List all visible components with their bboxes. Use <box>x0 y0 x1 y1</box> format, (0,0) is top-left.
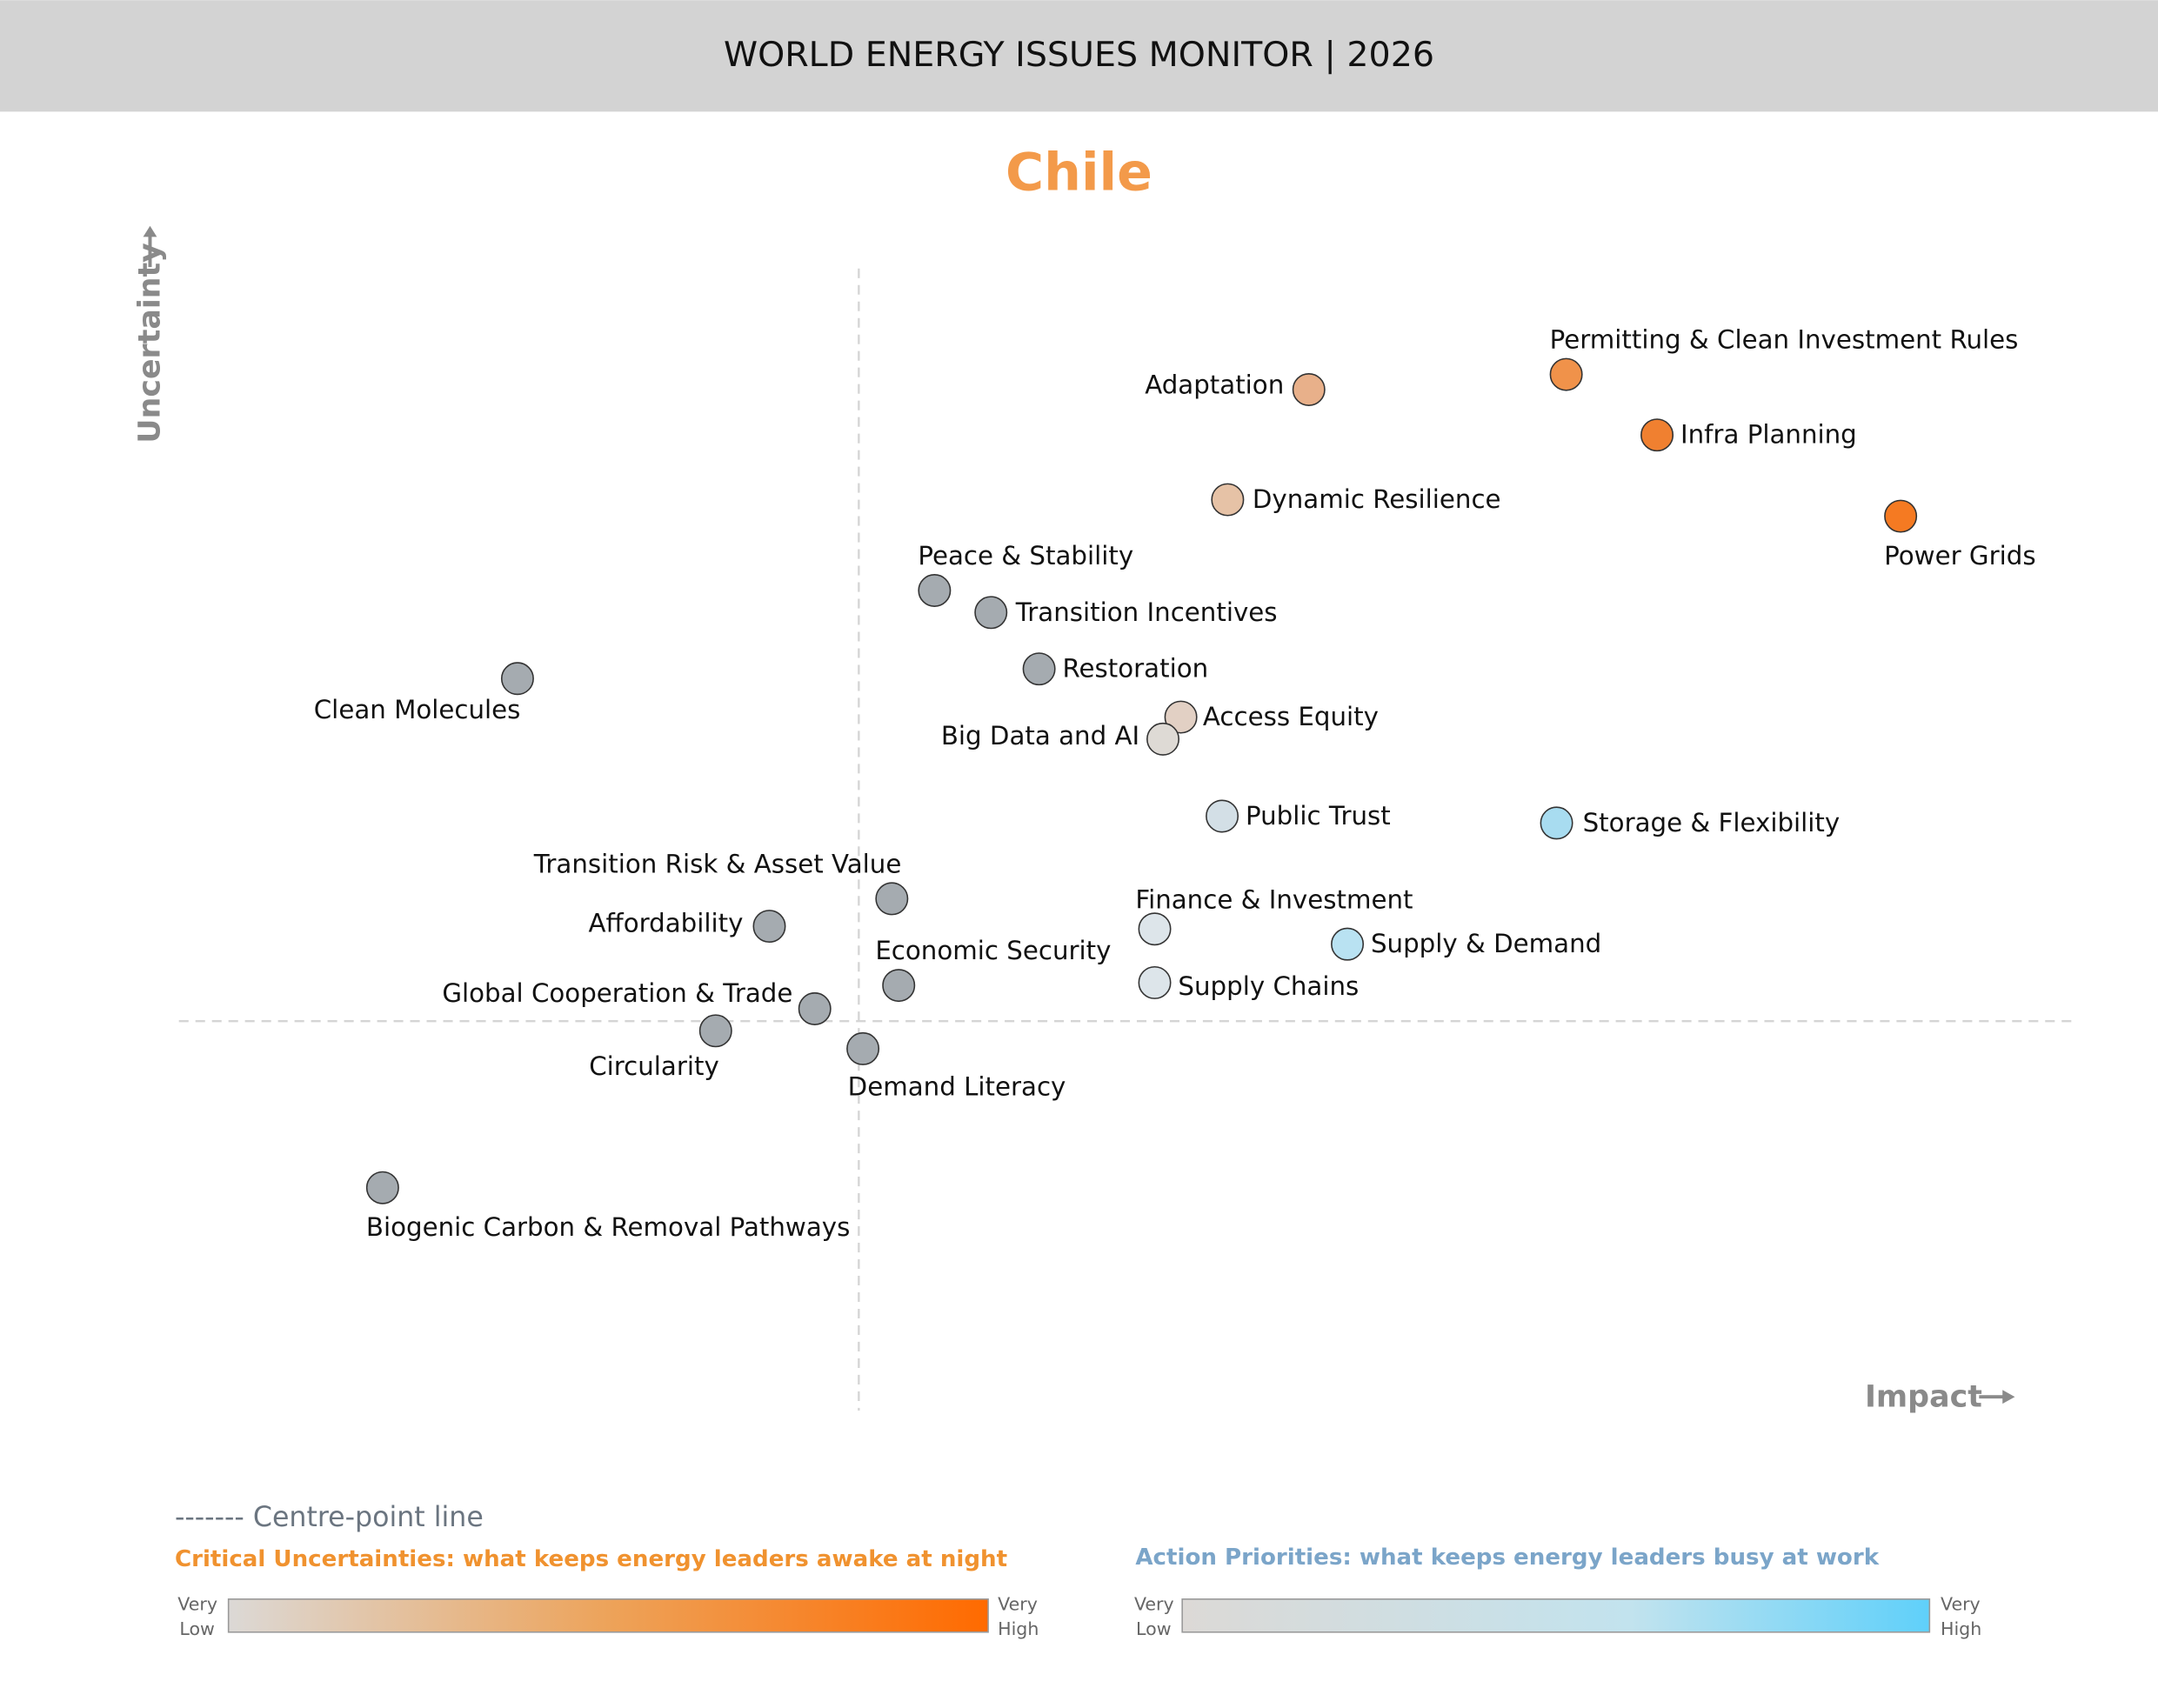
data-point <box>1164 700 1198 734</box>
data-point <box>1549 357 1583 391</box>
data-point-label: Restoration <box>1063 654 1209 684</box>
header-bar <box>0 0 2158 112</box>
data-point-label: Finance & Investment <box>1135 884 1413 914</box>
y-axis-label: Uncertainty <box>133 225 168 444</box>
centre-line-legend: ------- Centre-point line <box>175 1502 484 1533</box>
critical-scale-bar <box>227 1598 989 1633</box>
chart-title: Chile <box>1006 143 1152 203</box>
data-point-label: Biogenic Carbon & Removal Pathways <box>366 1212 850 1242</box>
data-point-label: Adaptation <box>1145 370 1284 400</box>
action-low-label: Very Low <box>1134 1593 1174 1638</box>
data-point <box>365 1171 399 1204</box>
x-axis-title: Impact <box>1865 1379 1982 1414</box>
data-point <box>1331 927 1365 961</box>
data-points: Permitting & Clean Investment Rules Adapt… <box>314 325 2036 1243</box>
data-point-label: Global Cooperation & Trade <box>442 978 792 1008</box>
data-point <box>1292 372 1326 406</box>
data-point <box>1138 965 1172 999</box>
data-point <box>875 882 909 916</box>
data-point <box>1640 418 1674 452</box>
data-point <box>1146 722 1180 756</box>
action-legend-title: Action Priorities: what keeps energy lea… <box>1135 1545 1879 1571</box>
data-point <box>1540 806 1573 840</box>
data-point <box>1206 799 1239 833</box>
data-point-label: Transition Risk & Asset Value <box>533 849 902 878</box>
action-high-label: Very High <box>1941 1593 1981 1638</box>
data-point-label: Permitting & Clean Investment Rules <box>1550 325 2019 355</box>
data-point-label: Transition Incentives <box>1015 597 1278 627</box>
data-point-label: Supply & Demand <box>1371 929 1601 958</box>
data-point <box>1022 652 1056 686</box>
data-point-label: Storage & Flexibility <box>1583 808 1841 837</box>
data-point-label: Economic Security <box>875 936 1111 965</box>
x-axis-arrow-icon <box>1979 1390 2015 1404</box>
data-point-label: Dynamic Resilience <box>1253 484 1501 514</box>
data-point-label: Power Grids <box>1884 541 2035 570</box>
data-point <box>1138 912 1172 946</box>
data-point-label: Circularity <box>589 1051 719 1081</box>
critical-high-label: Very High <box>998 1593 1039 1638</box>
data-point <box>752 910 786 944</box>
data-point <box>698 1014 732 1048</box>
data-point <box>846 1031 880 1065</box>
data-point-label: Demand Literacy <box>848 1072 1066 1102</box>
data-point <box>1884 499 1918 533</box>
data-point <box>918 574 952 607</box>
critical-legend-title: Critical Uncertainties: what keeps energ… <box>175 1546 1007 1572</box>
data-point <box>798 992 832 1025</box>
data-point-label: Supply Chains <box>1178 971 1359 1001</box>
data-point <box>882 969 916 1003</box>
action-scale-bar <box>1181 1598 1931 1633</box>
data-point <box>500 662 534 696</box>
data-point-label: Peace & Stability <box>918 541 1133 570</box>
data-point-label: Access Equity <box>1203 702 1379 731</box>
y-axis-title: Uncertainty <box>133 243 168 444</box>
critical-low-label: Very Low <box>177 1593 217 1638</box>
data-point-label: Public Trust <box>1246 801 1391 831</box>
header-title: WORLD ENERGY ISSUES MONITOR | 2026 <box>724 35 1434 75</box>
data-point-label: Clean Molecules <box>314 695 521 724</box>
data-point-label: Affordability <box>589 908 744 937</box>
data-point <box>974 596 1008 630</box>
data-point-label: Infra Planning <box>1680 420 1857 450</box>
data-point <box>1211 483 1245 517</box>
data-point-label: Big Data and AI <box>941 721 1139 751</box>
